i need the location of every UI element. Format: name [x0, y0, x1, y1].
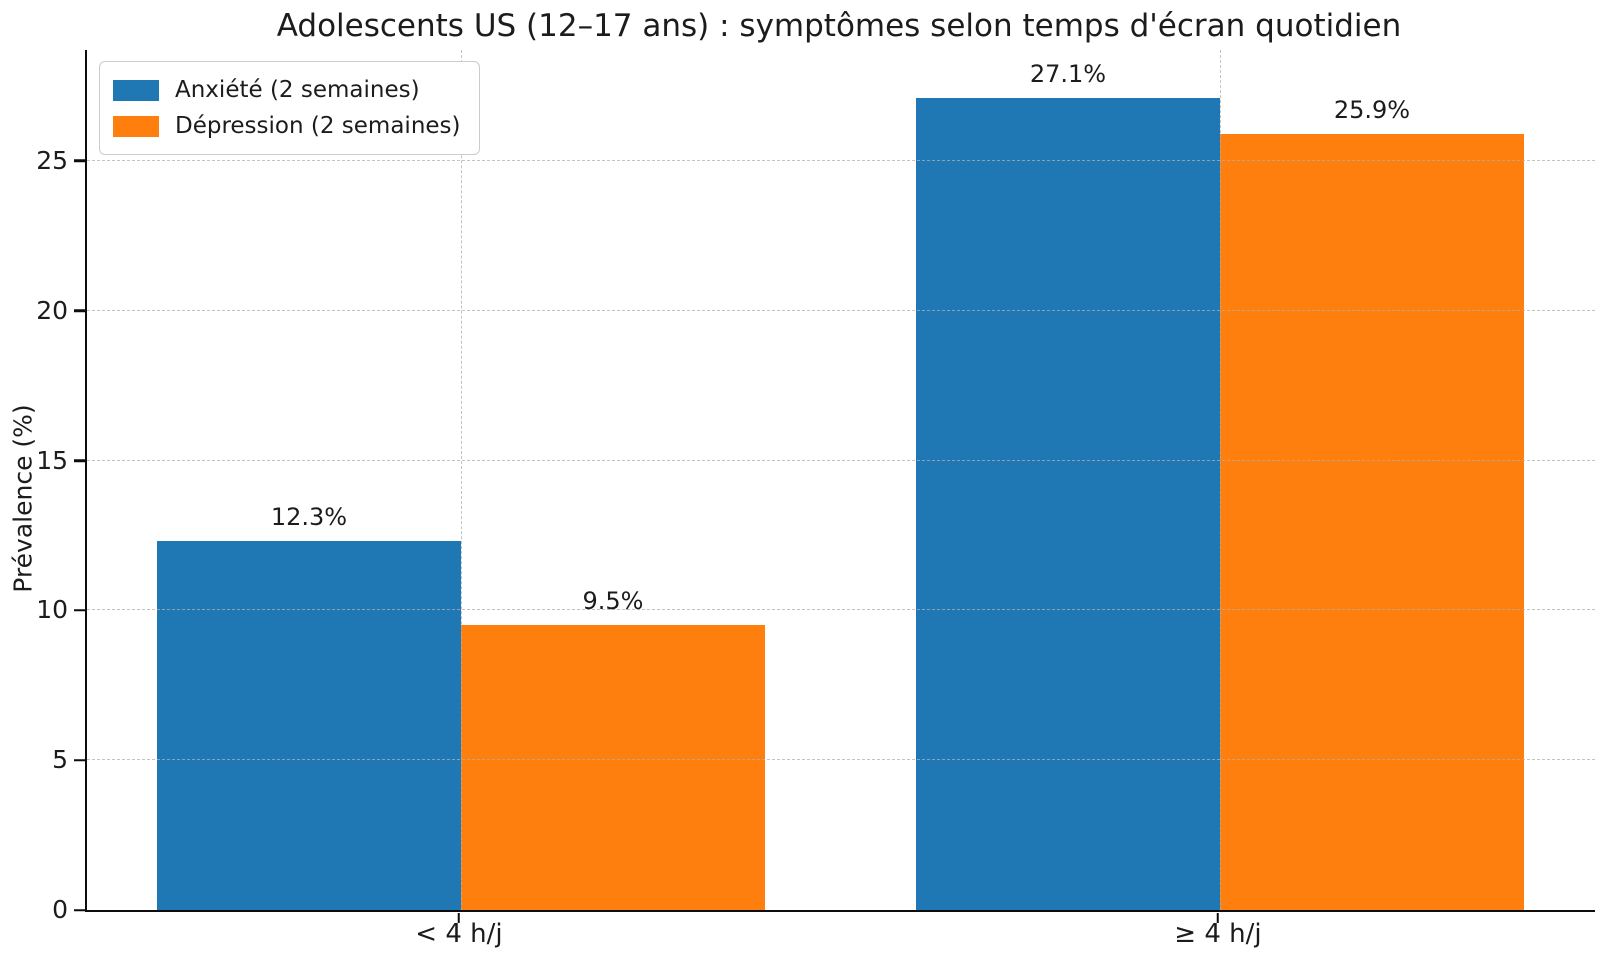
bar-value-label-anxiete-cat0: 12.3%	[270, 503, 348, 532]
y-tick-mark-20	[74, 309, 85, 312]
legend-swatch-anxiete	[113, 79, 159, 101]
x-axis: < 4 h/j ≥ 4 h/j	[85, 912, 1593, 956]
bar-anxiete-cat1	[915, 97, 1220, 910]
bar-anxiete-cat0	[156, 541, 461, 910]
bar-depression-cat0	[460, 625, 765, 910]
y-tick-label-15: 15	[36, 445, 68, 475]
legend: Anxiété (2 semaines) Dépression (2 semai…	[99, 61, 480, 155]
legend-label-depression: Dépression (2 semaines)	[175, 113, 461, 139]
x-tick-label-0: < 4 h/j	[415, 918, 503, 949]
bar-value-label-depression-cat0: 9.5%	[582, 587, 644, 616]
y-tick-mark-25	[74, 159, 85, 163]
legend-swatch-depression	[113, 115, 159, 137]
legend-label-anxiete: Anxiété (2 semaines)	[175, 77, 420, 103]
y-tick-label-10: 10	[36, 595, 68, 625]
y-axis: 0 5 10 15 20 25	[0, 50, 85, 924]
y-tick-mark-0	[74, 908, 85, 912]
chart-title: Adolescents US (12–17 ans) : symptômes s…	[276, 8, 1402, 44]
bar-value-label-anxiete-cat1: 27.1%	[1029, 59, 1107, 88]
y-tick-label-5: 5	[52, 745, 68, 775]
legend-item-anxiete: Anxiété (2 semaines)	[113, 72, 461, 108]
y-tick-mark-5	[74, 758, 85, 762]
y-tick-label-25: 25	[36, 145, 68, 175]
y-tick-label-20: 20	[36, 295, 68, 325]
plot-area: Anxiété (2 semaines) Dépression (2 semai…	[85, 50, 1595, 912]
legend-item-depression: Dépression (2 semaines)	[113, 108, 461, 144]
y-tick-mark-15	[74, 459, 85, 462]
x-tick-mark-0	[457, 912, 461, 923]
x-tick-mark-1	[1216, 912, 1220, 923]
x-tick-label-1: ≥ 4 h/j	[1174, 918, 1262, 949]
bar-value-label-depression-cat1: 25.9%	[1333, 95, 1411, 124]
y-tick-mark-10	[74, 609, 85, 612]
y-tick-label-0: 0	[52, 895, 68, 924]
bar-depression-cat1	[1219, 133, 1524, 910]
